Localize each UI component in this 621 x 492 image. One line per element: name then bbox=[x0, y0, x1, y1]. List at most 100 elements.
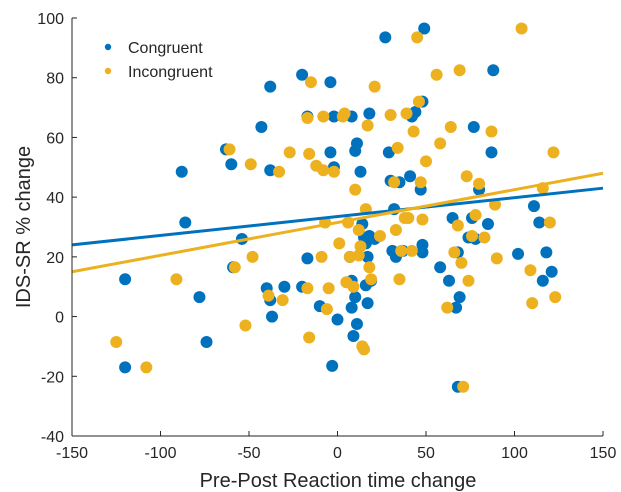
y-tick-label: 80 bbox=[46, 71, 64, 88]
legend-marker-congruent bbox=[104, 43, 112, 51]
congruent-point bbox=[481, 218, 494, 231]
congruent-point bbox=[347, 329, 360, 342]
incongruent-point bbox=[400, 107, 413, 120]
congruent-point bbox=[345, 301, 358, 314]
incongruent-point bbox=[301, 282, 314, 295]
incongruent-point bbox=[393, 273, 406, 286]
incongruent-point bbox=[333, 237, 346, 250]
incongruent-point bbox=[395, 244, 408, 257]
congruent-point bbox=[361, 250, 374, 263]
incongruent-point bbox=[389, 223, 402, 236]
incongruent-point bbox=[303, 331, 316, 344]
incongruent-point bbox=[338, 107, 351, 120]
congruent-point bbox=[416, 238, 429, 251]
congruent-point bbox=[200, 335, 213, 348]
incongruent-point bbox=[347, 280, 360, 293]
incongruent-point bbox=[451, 219, 464, 232]
congruent-point bbox=[264, 164, 277, 177]
congruent-point bbox=[450, 301, 463, 314]
congruent-point bbox=[193, 291, 206, 304]
incongruent-point bbox=[444, 120, 457, 133]
congruent-point bbox=[487, 64, 500, 77]
incongruent-point bbox=[524, 264, 537, 277]
y-tick-label: -40 bbox=[41, 429, 64, 446]
incongruent-point bbox=[273, 165, 286, 178]
incongruent-point bbox=[315, 250, 328, 263]
legend-marker-incongruent bbox=[104, 67, 112, 75]
congruent-point bbox=[418, 22, 431, 35]
x-tick-label: -50 bbox=[237, 445, 260, 462]
y-tick-label: 60 bbox=[46, 130, 64, 147]
incongruent-point bbox=[489, 198, 502, 211]
incongruent-point bbox=[547, 146, 560, 159]
y-axis-title: IDS-SR % change bbox=[13, 146, 35, 308]
x-tick-label: 100 bbox=[501, 445, 528, 462]
congruent-point bbox=[382, 146, 395, 159]
incongruent-point bbox=[430, 68, 443, 81]
incongruent-point bbox=[363, 261, 376, 274]
x-tick-label: 0 bbox=[333, 445, 342, 462]
congruent-point bbox=[363, 107, 376, 120]
incongruent-point bbox=[361, 119, 374, 132]
congruent-fit-line bbox=[71, 186, 604, 247]
incongruent-point bbox=[349, 183, 362, 196]
incongruent-point bbox=[170, 273, 183, 286]
congruent-point bbox=[379, 31, 392, 44]
congruent-point bbox=[453, 291, 466, 304]
x-tick-label: -150 bbox=[56, 445, 88, 462]
incongruent-point bbox=[420, 155, 432, 168]
incongruent-point bbox=[391, 141, 404, 154]
congruent-point bbox=[266, 310, 279, 323]
incongruent-point bbox=[304, 76, 317, 89]
congruent-point bbox=[536, 274, 549, 287]
incongruent-point bbox=[466, 229, 479, 242]
x-ticks: -150 -100 -50 0 50 100 150 bbox=[56, 431, 616, 462]
incongruent-point bbox=[327, 165, 340, 178]
congruent-point bbox=[119, 361, 132, 374]
x-tick-label: -100 bbox=[144, 445, 176, 462]
congruent-point bbox=[443, 274, 456, 287]
y-tick-label: -20 bbox=[41, 369, 64, 386]
legend-label-incongruent: Incongruent bbox=[128, 64, 213, 81]
incongruent-point bbox=[515, 22, 528, 35]
y-tick-label: 0 bbox=[55, 310, 64, 327]
x-axis-title: Pre-Post Reaction time change bbox=[200, 470, 477, 492]
congruent-point bbox=[327, 110, 340, 123]
congruent-point bbox=[324, 76, 337, 89]
incongruent-point bbox=[460, 170, 473, 183]
congruent-point bbox=[349, 291, 362, 304]
incongruent-point bbox=[526, 297, 539, 310]
congruent-point bbox=[404, 170, 417, 183]
congruent-point bbox=[485, 146, 498, 159]
incongruent-point bbox=[485, 125, 498, 138]
incongruent-point bbox=[244, 158, 257, 171]
incongruent-point bbox=[343, 250, 356, 263]
incongruent-point bbox=[462, 274, 475, 287]
congruent-point bbox=[540, 246, 553, 259]
incongruent-point bbox=[448, 246, 461, 259]
congruent-point bbox=[527, 200, 540, 213]
incongruent-point bbox=[473, 177, 486, 190]
y-tick-label: 20 bbox=[46, 250, 64, 267]
incongruent-point bbox=[239, 319, 252, 332]
incongruent-point bbox=[317, 164, 330, 177]
incongruent-point bbox=[490, 252, 503, 265]
incongruent-point bbox=[283, 146, 296, 159]
congruent-point bbox=[350, 137, 363, 150]
incongruent-point bbox=[320, 303, 333, 316]
congruent-point bbox=[545, 265, 558, 278]
congruent-point bbox=[533, 216, 546, 229]
incongruent-point bbox=[317, 110, 330, 123]
incongruent-point bbox=[405, 244, 418, 257]
fit-lines bbox=[71, 171, 604, 274]
incongruent-point bbox=[262, 289, 275, 302]
congruent-point bbox=[512, 247, 525, 260]
incongruent-point bbox=[543, 216, 556, 229]
congruent-point bbox=[278, 280, 291, 293]
incongruent-point bbox=[368, 80, 381, 93]
y-ticks: -40 -20 0 20 40 60 80 100 bbox=[37, 11, 77, 446]
congruent-point bbox=[119, 273, 132, 286]
incongruent-point bbox=[365, 273, 378, 286]
incongruent-point bbox=[140, 361, 153, 374]
